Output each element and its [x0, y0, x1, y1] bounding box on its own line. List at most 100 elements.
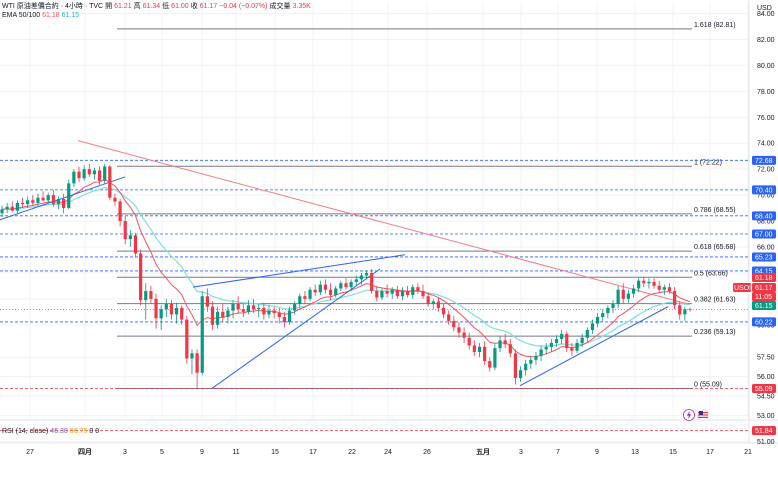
time-tick-label: 22	[348, 449, 356, 456]
candle-body	[103, 166, 107, 181]
rsi-value-2: 56.75	[69, 428, 88, 435]
price-tick-label: 80.00	[757, 63, 775, 70]
candle-body	[92, 170, 97, 175]
candle-body	[601, 313, 605, 317]
candle-body	[580, 337, 584, 343]
price-tick-label: 76.00	[757, 115, 775, 122]
level-badge	[752, 383, 776, 393]
time-tick-label: 21	[744, 449, 752, 456]
candle-body	[529, 359, 533, 364]
ema-label[interactable]: EMA 50/100	[2, 12, 41, 19]
price-tick-label: 84.00	[757, 11, 775, 18]
ema-legend: EMA 50/100 61.18 61.15	[2, 11, 81, 20]
candle-body	[298, 296, 302, 305]
candle-body	[637, 280, 641, 289]
volume-label: 成交量	[269, 3, 291, 10]
candle-body	[185, 319, 189, 359]
candle-body	[534, 355, 538, 360]
candle-body	[647, 281, 651, 284]
level-badge-label: 51.84	[755, 428, 773, 435]
level-badge-label: 67.00	[755, 231, 773, 238]
open-value: 61.21	[114, 3, 132, 10]
candle-body	[97, 170, 102, 181]
time-tick-label: 9	[200, 449, 204, 456]
candle-body	[364, 272, 369, 276]
lightning-icon[interactable]	[683, 409, 695, 421]
price-tick-label: 70.00	[757, 193, 775, 200]
candle-body	[354, 279, 358, 282]
us-flag-icon[interactable]	[697, 409, 709, 421]
candle-body	[303, 296, 307, 299]
candle-body	[477, 346, 482, 353]
candle-body	[226, 310, 230, 317]
candle-body	[82, 169, 86, 179]
candle-body	[190, 353, 194, 359]
candle-body	[282, 316, 286, 323]
candle-body	[144, 291, 148, 301]
candle-body	[174, 307, 179, 315]
low-value: 61.00	[171, 3, 189, 10]
candle-body	[328, 289, 333, 295]
high-label: 高	[133, 3, 141, 10]
trendline	[0, 176, 126, 221]
candle-body	[431, 301, 435, 305]
symbol-badge	[733, 283, 751, 292]
candle-body	[452, 320, 456, 328]
candle-body	[606, 307, 610, 314]
chart-legend: WTI 原油差價合約 · 4小時 · TVC 開 61.21 高 61.34 低 61.00…	[2, 2, 313, 11]
candle-body	[457, 327, 461, 333]
time-tick-label: 15	[271, 449, 279, 456]
price-badge	[752, 273, 776, 282]
candle-body	[277, 313, 281, 317]
candle-body	[621, 289, 625, 299]
level-badge-label: 64.15	[755, 268, 773, 275]
fib-level-label: 0.5 (63.66)	[694, 270, 728, 277]
symbol-line[interactable]: WTI 原油差價合約 · 4小時 · TVC	[2, 3, 104, 10]
price-tick-label: 54.50	[757, 394, 775, 401]
candle-body	[626, 293, 630, 299]
fib-level-label: 0.382 (61.63)	[694, 297, 736, 304]
trendline	[77, 140, 689, 305]
candle-body	[180, 307, 184, 320]
candle-body	[544, 346, 548, 350]
price-tick-label: 56.00	[757, 374, 775, 381]
candle-body	[678, 305, 682, 315]
candle-body	[503, 340, 507, 345]
candle-body	[195, 353, 199, 373]
candle-body	[200, 296, 204, 373]
price-tick-label: 68.00	[757, 219, 775, 226]
candle-body	[139, 253, 143, 301]
candle-body	[339, 283, 343, 289]
candle-body	[570, 348, 574, 351]
price-tick-label: 82.00	[757, 37, 775, 44]
candle-body	[15, 202, 20, 211]
price-badge-label: 61.15	[755, 303, 773, 310]
candle-body	[426, 296, 430, 305]
change-value: −0.04 (−0.07%)	[219, 3, 268, 10]
trendline	[519, 306, 669, 387]
high-value: 61.34	[142, 3, 161, 10]
candle-body	[406, 291, 410, 295]
candle-body	[508, 344, 512, 354]
rsi-label[interactable]: RSI (14, close)	[2, 428, 49, 435]
candle-body	[272, 310, 276, 314]
level-badge-label: 55.09	[755, 386, 773, 393]
fib-level-label: 0 (55.09)	[694, 381, 722, 388]
candle-body	[416, 287, 420, 292]
price-badge-label: 61.18	[755, 275, 773, 282]
candle-body	[400, 291, 405, 297]
candle-body	[513, 353, 518, 378]
candle-body	[467, 337, 471, 346]
candle-body	[436, 301, 441, 308]
close-value: 61.17	[199, 3, 218, 10]
candle-body	[421, 291, 425, 297]
level-badge	[752, 229, 776, 239]
candle-body	[262, 307, 266, 315]
candle-body	[31, 200, 35, 203]
candle-body	[611, 304, 615, 308]
ema100-line	[1, 186, 691, 347]
time-tick-label: 9	[595, 449, 599, 456]
time-tick-label: 27	[26, 449, 34, 456]
price-badge-label: 11:05	[755, 294, 772, 301]
